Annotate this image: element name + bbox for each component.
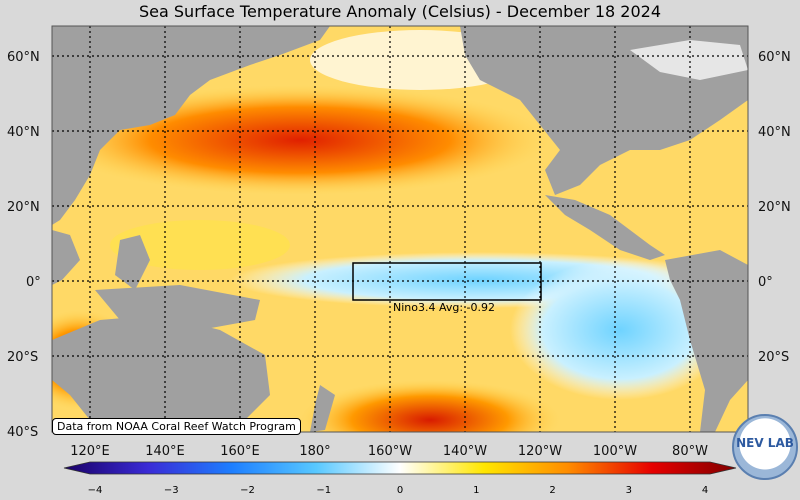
- lat-label: 40°N: [758, 125, 791, 140]
- credit-box: Data from NOAA Coral Reef Watch Program: [52, 418, 301, 435]
- australia-landmass: [52, 315, 270, 432]
- east-pacific-cool-anomaly: [510, 260, 730, 400]
- central-america-landmass: [545, 195, 665, 260]
- lat-label: 60°N: [7, 50, 40, 65]
- nino34-label: Nino3.4 Avg: -0.92: [393, 301, 495, 314]
- colorbar-tick-label: −2: [240, 485, 255, 496]
- lat-label: 0°: [758, 275, 773, 290]
- lon-label: 140°W: [443, 444, 487, 459]
- lat-labels-right: 60°N 40°N 20°N 0° 20°S: [758, 50, 791, 365]
- lon-label: 140°E: [145, 444, 185, 459]
- colorbar-tick-label: 2: [549, 485, 555, 496]
- colorbar-tick-label: 1: [473, 485, 479, 496]
- lat-label: 20°S: [7, 350, 38, 365]
- graticule: [52, 26, 748, 432]
- map-title: Sea Surface Temperature Anomaly (Celsius…: [139, 2, 661, 21]
- south-pacific-warm-anomaly: [300, 380, 560, 432]
- lab-logo-icon: NEV LAB: [732, 414, 798, 480]
- lat-label: 60°N: [758, 50, 791, 65]
- lat-label: 20°S: [758, 350, 789, 365]
- lat-label: 20°N: [7, 200, 40, 215]
- lat-label: 0°: [26, 275, 41, 290]
- colorbar-ticks: −4 −3 −2 −1 0 1 2 3 4: [88, 485, 709, 496]
- lat-label: 40°S: [7, 425, 38, 440]
- lon-label: 100°W: [593, 444, 637, 459]
- nino34-box: [352, 262, 542, 301]
- lat-labels-left: 60°N 40°N 20°N 0° 20°S 40°S: [7, 50, 41, 440]
- lon-labels: 120°E 140°E 160°E 180° 160°W 140°W 120°W…: [70, 444, 708, 459]
- lat-label: 40°N: [7, 125, 40, 140]
- south-america-landmass: [665, 250, 748, 432]
- lon-label: 120°W: [518, 444, 562, 459]
- colorbar-tick-label: 4: [702, 485, 708, 496]
- lon-label: 160°W: [368, 444, 412, 459]
- map-border: [51, 25, 749, 433]
- colorbar-tick-label: 3: [626, 485, 632, 496]
- lon-label: 80°W: [672, 444, 708, 459]
- lon-label: 160°E: [220, 444, 260, 459]
- colorbar-tick-label: −1: [316, 485, 331, 496]
- colorbar-tick-label: 0: [397, 485, 403, 496]
- philippines-landmass: [115, 235, 150, 290]
- new-zealand-landmass: [310, 385, 335, 432]
- colorbar-bar: [63, 461, 737, 475]
- lat-label: 20°N: [758, 200, 791, 215]
- colorbar-tick-label: −3: [164, 485, 179, 496]
- lon-label: 120°E: [70, 444, 110, 459]
- southeast-asia-landmass: [52, 230, 80, 285]
- logo-text: NEV LAB: [736, 436, 794, 450]
- colorbar-tick-label: −4: [88, 485, 103, 496]
- lon-label: 180°: [299, 444, 330, 459]
- asia-landmass: [52, 26, 330, 225]
- map-area: [52, 26, 748, 432]
- arctic-ice: [630, 40, 748, 80]
- west-pacific-mild-anomaly: [110, 220, 290, 270]
- colorbar: −4 −3 −2 −1 0 1 2 3 4: [63, 461, 737, 496]
